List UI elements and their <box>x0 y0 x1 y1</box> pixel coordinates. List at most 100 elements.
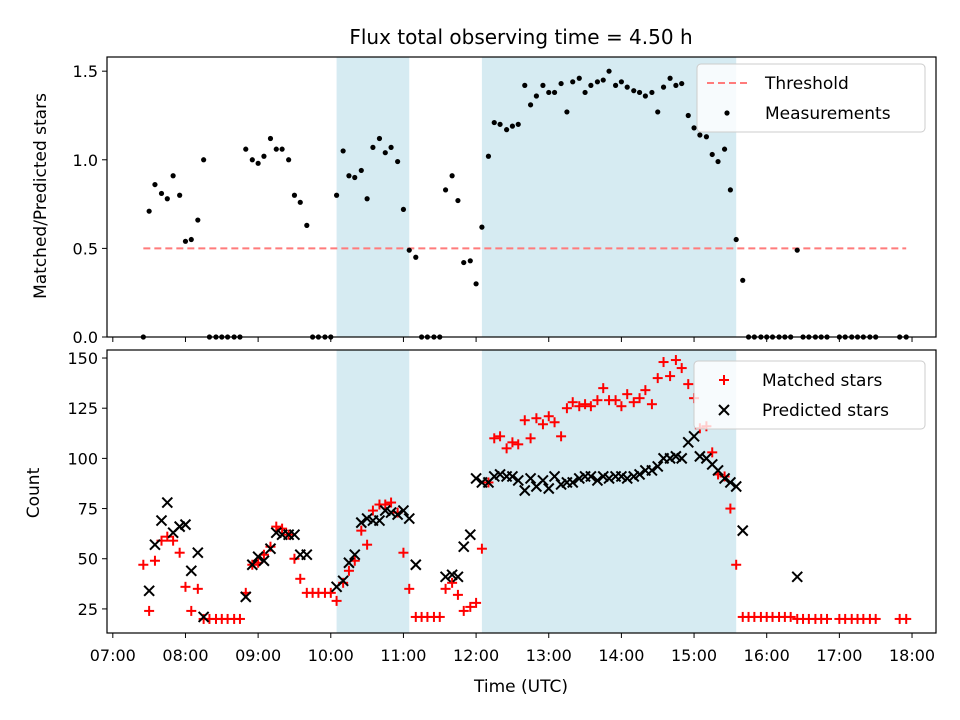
data-point <box>655 109 661 115</box>
data-point <box>901 613 912 624</box>
data-point <box>504 127 510 133</box>
data-point <box>143 585 155 597</box>
data-point <box>594 79 601 85</box>
data-point <box>658 357 669 368</box>
data-point <box>340 148 346 154</box>
data-point <box>685 112 691 119</box>
data-point <box>440 583 451 594</box>
data-point <box>697 132 703 138</box>
data-point <box>388 144 394 150</box>
legend-label: Predicted stars <box>762 401 889 421</box>
data-point <box>628 397 639 408</box>
data-point <box>506 470 519 483</box>
data-point <box>240 591 252 603</box>
data-point <box>376 135 383 142</box>
data-point <box>551 89 558 96</box>
data-point <box>249 157 255 163</box>
data-point <box>524 472 537 485</box>
data-point <box>622 389 633 400</box>
data-point <box>491 119 497 126</box>
data-point <box>352 174 358 181</box>
data-point <box>791 571 803 583</box>
data-point <box>785 611 796 622</box>
data-point <box>397 504 410 517</box>
data-point <box>556 431 567 442</box>
data-point <box>616 401 627 412</box>
data-point <box>574 401 585 412</box>
data-point <box>649 89 655 96</box>
data-point <box>733 236 739 243</box>
data-point <box>452 589 463 600</box>
data-point <box>349 549 361 561</box>
y-tick-label: 75 <box>78 500 98 519</box>
data-point <box>476 543 487 554</box>
shaded-interval <box>481 57 737 337</box>
data-point <box>177 192 183 198</box>
data-point <box>567 397 578 408</box>
data-point <box>519 484 531 497</box>
data-point <box>449 173 455 179</box>
data-point <box>485 153 492 159</box>
data-point <box>537 419 548 430</box>
data-point <box>670 355 681 366</box>
data-point <box>679 80 685 87</box>
data-point <box>382 150 388 156</box>
data-point <box>164 196 170 202</box>
data-point <box>286 157 292 163</box>
data-point <box>731 559 742 570</box>
chart-title: Flux total observing time = 4.50 h <box>349 25 692 49</box>
data-point <box>631 88 637 94</box>
x-tick-label: 12:00 <box>453 646 499 665</box>
data-point <box>531 413 542 424</box>
data-point <box>288 528 301 541</box>
data-point <box>273 146 279 152</box>
data-point <box>186 605 197 616</box>
data-point <box>364 196 370 202</box>
data-point <box>395 158 401 165</box>
data-point <box>494 468 506 481</box>
data-point <box>515 121 521 127</box>
data-point <box>610 395 621 406</box>
data-point <box>721 146 728 152</box>
data-point <box>155 514 168 527</box>
data-point <box>694 450 706 463</box>
data-point <box>633 468 646 481</box>
data-point <box>447 577 458 588</box>
data-point <box>170 173 176 179</box>
data-point <box>676 363 687 374</box>
data-point <box>467 258 473 264</box>
axes-frame <box>106 56 937 338</box>
data-point <box>712 464 724 477</box>
legend-label: Matched stars <box>762 371 882 391</box>
y-tick-label: 150 <box>67 349 98 368</box>
data-point <box>527 102 534 108</box>
x-tick-label: 15:00 <box>671 646 717 665</box>
data-point <box>540 82 546 88</box>
data-point <box>385 506 397 519</box>
data-point <box>325 587 336 598</box>
y-tick-label: 1.0 <box>73 151 98 170</box>
data-point <box>252 551 264 563</box>
data-point <box>182 238 189 244</box>
data-point <box>688 430 700 443</box>
data-point <box>197 611 210 623</box>
data-point <box>297 199 303 205</box>
data-point <box>471 597 482 608</box>
data-point <box>144 605 155 616</box>
legend-label: Threshold <box>764 74 849 94</box>
data-point <box>636 89 643 96</box>
data-point <box>158 190 165 197</box>
data-point <box>675 452 688 465</box>
data-point <box>509 123 516 129</box>
data-point <box>822 613 833 624</box>
data-point <box>585 470 597 483</box>
data-point <box>331 595 342 606</box>
data-point <box>386 497 397 508</box>
axes-frame <box>106 349 937 634</box>
data-point <box>362 539 373 550</box>
y-tick-label: 0.5 <box>73 239 98 258</box>
data-point <box>561 403 572 414</box>
data-point <box>464 528 476 541</box>
data-point <box>410 559 422 571</box>
